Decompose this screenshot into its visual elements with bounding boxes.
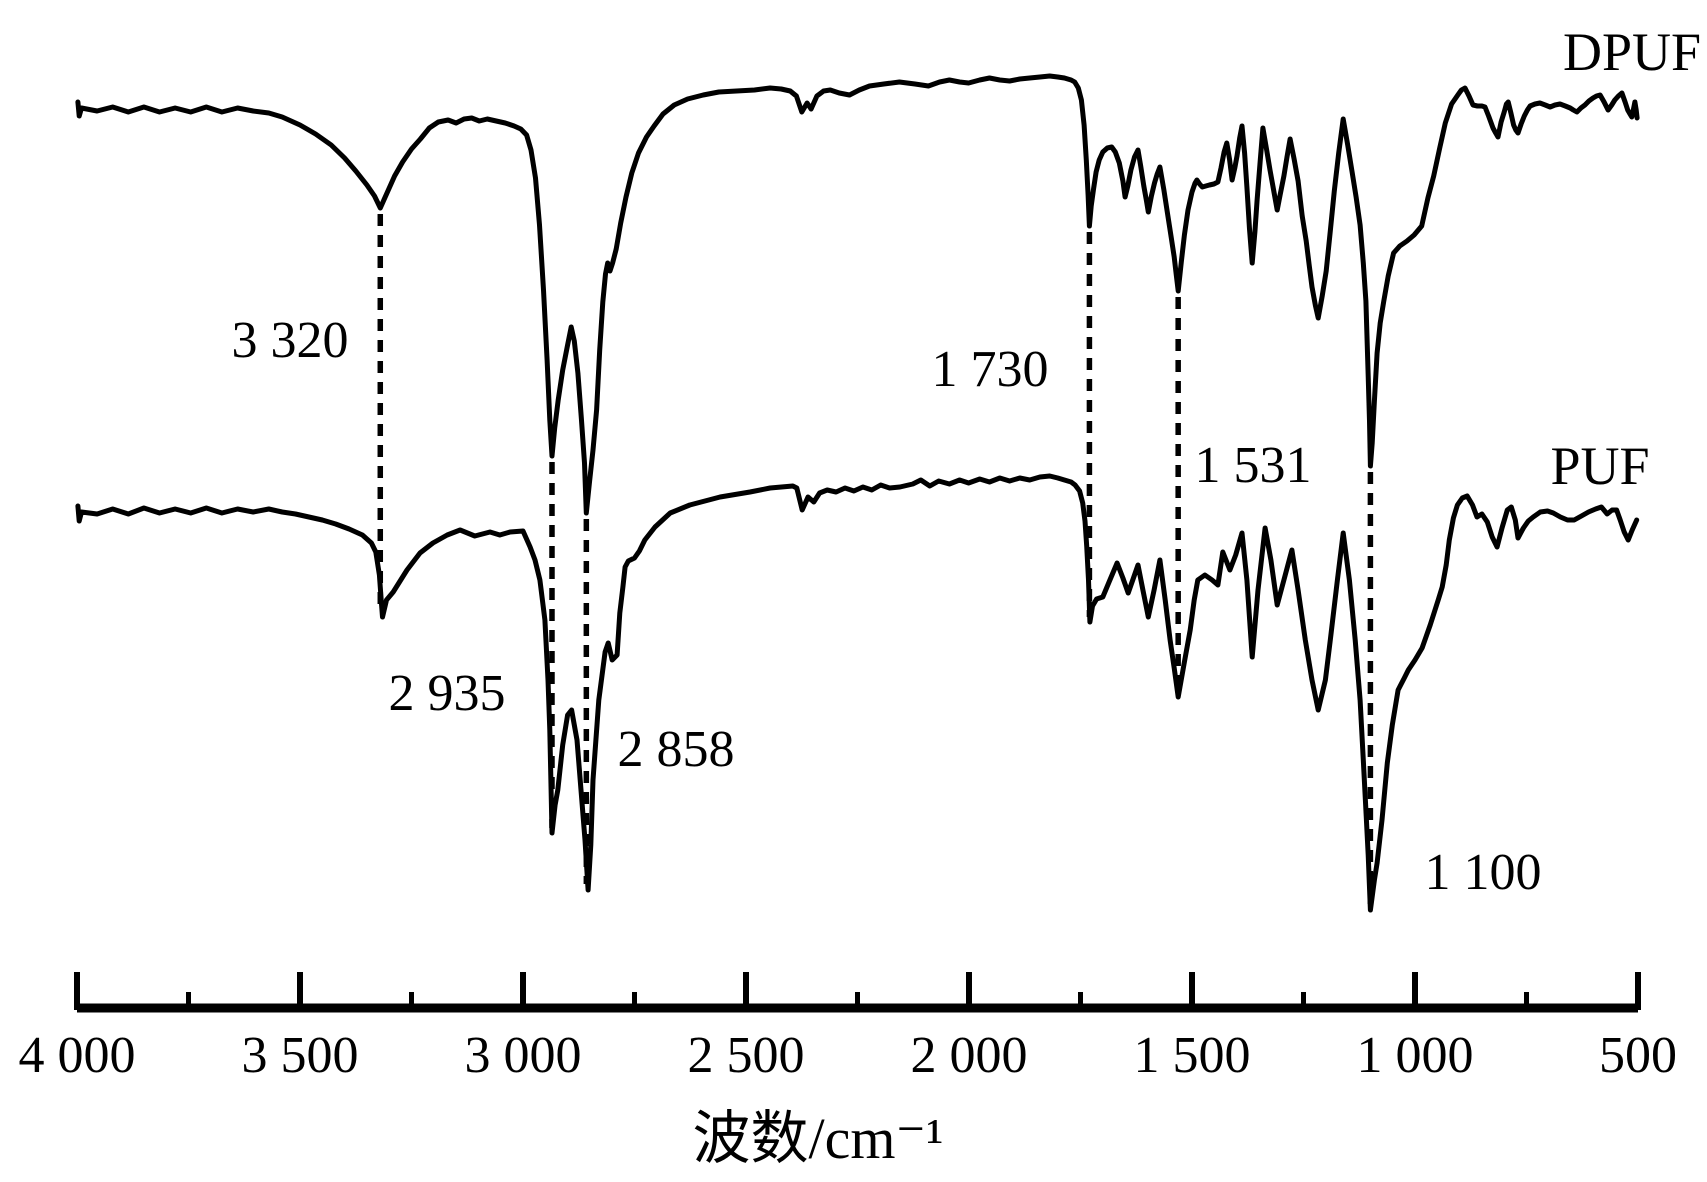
tick-label-1500: 1 500 (1134, 1027, 1251, 1084)
tick-label-3000: 3 000 (465, 1027, 582, 1084)
spectra-curves (75, 73, 1640, 913)
puf-curve (75, 473, 1640, 913)
series-label-puf: PUF (1550, 436, 1649, 496)
tick-label-1000: 1 000 (1357, 1027, 1474, 1084)
tick-label-4000: 4 000 (19, 1027, 136, 1084)
peak-label-1730: 1 730 (932, 341, 1049, 398)
tick-label-3500: 3 500 (242, 1027, 359, 1084)
peak-label-2858: 2 858 (618, 721, 735, 778)
tick-label-500: 500 (1599, 1027, 1677, 1084)
series-label-dpuf: DPUF (1563, 22, 1701, 82)
peak-label-2935: 2 935 (389, 665, 506, 722)
peak-label-3320: 3 320 (232, 312, 349, 369)
peak-label-1100: 1 100 (1425, 844, 1542, 901)
dpuf-curve (75, 73, 1640, 516)
tick-label-2000: 2 000 (911, 1027, 1028, 1084)
x-axis-title: 波数/cm⁻¹ (693, 1106, 944, 1171)
x-axis: 4 000 3 500 3 000 2 500 2 000 1 500 1 000 500 (19, 972, 1677, 1084)
tick-label-2500: 2 500 (688, 1027, 805, 1084)
peak-label-1531: 1 531 (1195, 437, 1312, 494)
